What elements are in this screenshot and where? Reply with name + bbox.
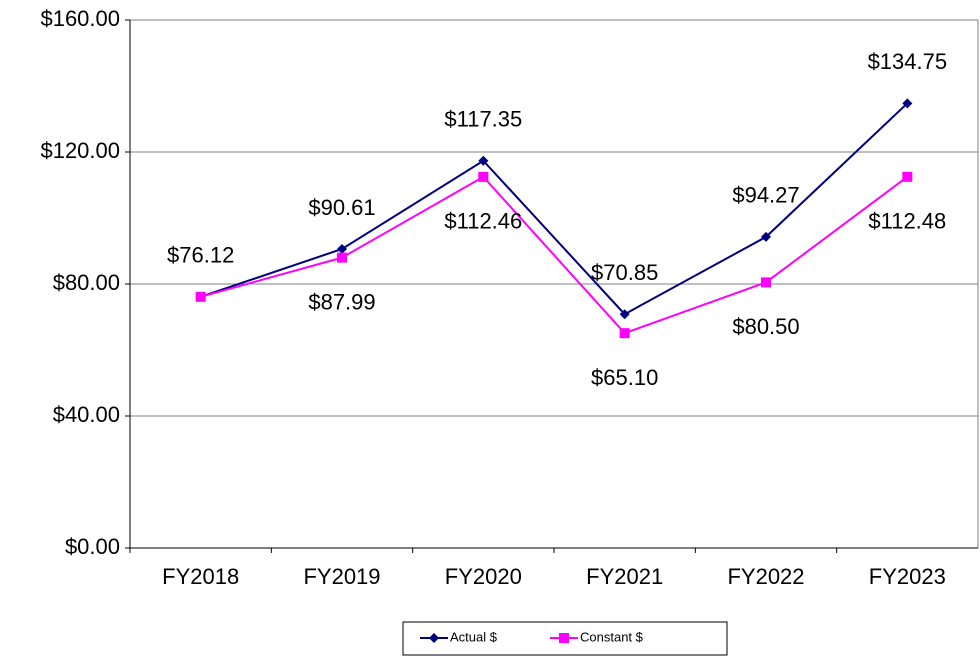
legend-marker — [559, 633, 569, 643]
y-tick-label: $0.00 — [65, 534, 120, 559]
point — [478, 155, 489, 166]
point — [337, 252, 347, 263]
data-label: $117.35 — [444, 107, 522, 132]
x-tick-label: FY2021 — [586, 564, 663, 589]
data-label: $112.46 — [444, 209, 522, 234]
data-label: $134.75 — [868, 49, 948, 74]
point — [195, 291, 206, 302]
x-tick-label: FY2018 — [162, 564, 239, 589]
y-tick-label: $40.00 — [53, 402, 120, 427]
point — [619, 328, 630, 339]
x-tick-label: FY2019 — [303, 564, 380, 589]
data-label: $70.85 — [591, 260, 658, 285]
data-label: $87.99 — [308, 289, 375, 314]
legend-label: Actual $ — [450, 629, 498, 644]
legend-marker — [429, 633, 439, 643]
series-line — [200, 102, 909, 316]
x-tick-label: FY2022 — [727, 564, 804, 589]
point — [761, 231, 771, 242]
y-tick-label: $160.00 — [40, 6, 120, 31]
point — [619, 309, 630, 320]
y-tick-label: $120.00 — [40, 138, 120, 163]
series-line — [200, 175, 908, 335]
point — [902, 98, 913, 109]
x-tick-label: FY2023 — [869, 564, 946, 589]
data-label: $65.10 — [591, 365, 658, 390]
point — [478, 171, 489, 182]
y-tick-label: $80.00 — [53, 270, 120, 295]
legend-label: Constant $ — [580, 629, 644, 644]
data-label: $90.61 — [308, 195, 375, 220]
data-label: $80.50 — [732, 314, 799, 339]
point — [337, 243, 347, 254]
x-tick-label: FY2020 — [445, 564, 522, 589]
data-label: $112.48 — [868, 209, 946, 234]
legend — [402, 621, 728, 656]
data-label: $94.27 — [732, 183, 799, 208]
point — [761, 277, 771, 288]
data-label: $76.12 — [167, 243, 234, 268]
point — [902, 171, 913, 182]
